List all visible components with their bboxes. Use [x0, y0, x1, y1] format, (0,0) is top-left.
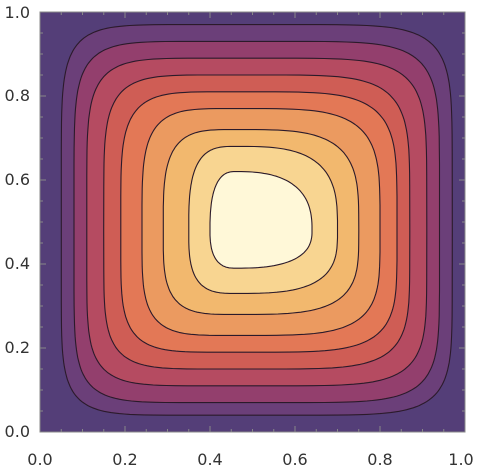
y-tick-label: 0.2: [5, 338, 30, 357]
x-tick-label: 0.4: [197, 450, 222, 469]
x-axis-tick-labels: 0.0 0.2 0.4 0.6 0.8 1.0: [27, 450, 473, 469]
y-tick-label: 1.0: [5, 3, 30, 22]
contour-band-9: [209, 171, 313, 269]
y-tick-label: 0.0: [5, 422, 30, 441]
contour-bands: [60, 24, 453, 416]
x-tick-label: 0.2: [112, 450, 137, 469]
x-tick-label: 1.0: [448, 450, 473, 469]
y-axis-tick-labels: 0.0 0.2 0.4 0.6 0.8 1.0: [5, 3, 30, 441]
x-tick-label: 0.8: [367, 450, 392, 469]
y-tick-label: 0.8: [5, 86, 30, 105]
y-tick-label: 0.4: [5, 254, 30, 273]
y-tick-label: 0.6: [5, 170, 30, 189]
axis-ticks: [39, 11, 466, 433]
x-tick-label: 0.6: [282, 450, 307, 469]
x-tick-label: 0.0: [27, 450, 52, 469]
